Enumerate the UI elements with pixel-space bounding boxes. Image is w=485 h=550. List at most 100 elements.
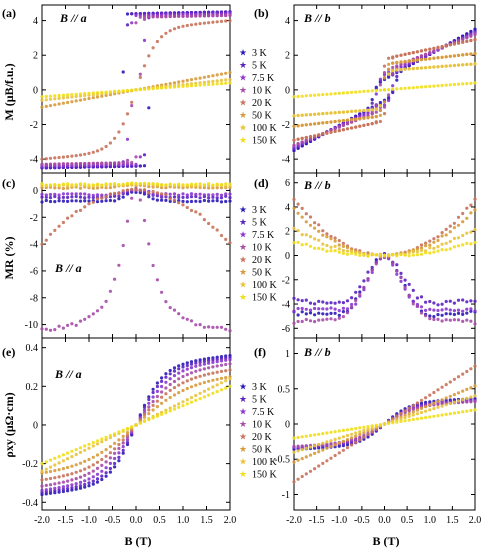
- data-point: [100, 477, 104, 482]
- data-point: [147, 418, 151, 422]
- data-point: [74, 154, 78, 158]
- data-point: [436, 414, 440, 418]
- data-point: [358, 253, 362, 257]
- data-point: [48, 156, 53, 160]
- series-5K: [292, 252, 477, 307]
- data-point: [317, 112, 321, 116]
- data-point: [57, 199, 61, 203]
- data-point: [40, 162, 44, 166]
- data-point: [121, 189, 125, 193]
- data-point: [304, 212, 308, 216]
- data-point: [296, 458, 300, 462]
- data-point: [341, 110, 345, 114]
- legend-marker-icon: ★: [239, 382, 247, 392]
- data-point: [461, 312, 465, 316]
- data-point: [448, 230, 452, 234]
- data-point: [147, 182, 151, 186]
- data-point: [181, 365, 185, 369]
- data-point: [337, 316, 341, 320]
- data-point: [333, 92, 337, 96]
- data-point: [40, 200, 44, 204]
- data-point: [189, 319, 194, 323]
- y-tick-label: 1: [285, 349, 290, 360]
- data-point: [142, 164, 147, 168]
- data-point: [87, 151, 91, 155]
- data-point: [292, 241, 296, 245]
- panel-e: 0.40.20-0.2-0.4 (e) B // a ρxy (μΩ·cm) ★…: [2, 337, 278, 511]
- data-point: [108, 461, 112, 465]
- data-point: [134, 21, 138, 25]
- data-point: [321, 247, 325, 251]
- data-point: [465, 409, 469, 413]
- legend-marker-icon: ★: [239, 407, 247, 417]
- x-tick-label: 0.5: [401, 515, 414, 526]
- data-point: [325, 317, 329, 321]
- y-tick-label: -4: [30, 240, 38, 251]
- data-point: [329, 237, 333, 241]
- data-point: [304, 434, 308, 438]
- data-point: [374, 103, 378, 108]
- data-point: [70, 449, 74, 453]
- data-point: [415, 304, 419, 308]
- data-point: [194, 81, 198, 85]
- data-point: [465, 52, 469, 57]
- data-point: [48, 183, 53, 187]
- data-point: [207, 366, 211, 370]
- data-point: [456, 318, 461, 322]
- data-point: [48, 192, 53, 197]
- data-point: [337, 436, 341, 440]
- data-point: [444, 412, 448, 416]
- legend-entry-label: 3 K: [252, 48, 268, 59]
- data-point: [224, 78, 228, 82]
- data-point: [138, 75, 142, 79]
- y-tick-label: 4: [285, 202, 290, 213]
- data-point: [354, 252, 358, 256]
- data-point: [407, 409, 411, 413]
- data-point: [300, 113, 304, 117]
- data-point: [228, 19, 232, 23]
- data-point: [424, 241, 428, 245]
- data-point: [211, 365, 215, 369]
- data-point: [341, 439, 345, 443]
- data-point: [461, 400, 465, 404]
- data-point: [198, 360, 202, 364]
- data-point: [452, 54, 456, 58]
- legend-entry-label: 5 K: [252, 218, 268, 229]
- data-point: [125, 440, 130, 445]
- data-point: [465, 307, 469, 311]
- y-tick-label: -4: [282, 300, 290, 311]
- data-point: [382, 105, 387, 109]
- x-tick-label: -1.0: [81, 515, 97, 526]
- data-point: [399, 253, 403, 257]
- data-point: [395, 87, 399, 91]
- data-point: [121, 428, 125, 432]
- data-point: [465, 300, 469, 304]
- data-point: [164, 398, 168, 402]
- data-point: [415, 296, 419, 300]
- data-point: [219, 376, 224, 380]
- data-series: [40, 353, 232, 497]
- data-point: [341, 251, 345, 255]
- data-point: [300, 243, 304, 247]
- data-point: [100, 469, 104, 473]
- data-point: [407, 282, 411, 286]
- data-point: [224, 71, 228, 75]
- data-point: [57, 488, 61, 492]
- data-point: [70, 192, 74, 196]
- data-point: [461, 37, 465, 42]
- data-point: [215, 196, 219, 200]
- data-point: [198, 81, 202, 85]
- data-point: [134, 190, 138, 194]
- data-point: [374, 88, 378, 93]
- data-point: [108, 456, 112, 460]
- data-point: [147, 106, 151, 110]
- data-point: [345, 252, 350, 256]
- data-point: [66, 473, 70, 477]
- data-point: [53, 463, 57, 467]
- data-point: [224, 81, 228, 85]
- data-point: [370, 270, 374, 274]
- data-point: [366, 111, 370, 115]
- data-point: [304, 113, 308, 117]
- data-point: [202, 389, 206, 393]
